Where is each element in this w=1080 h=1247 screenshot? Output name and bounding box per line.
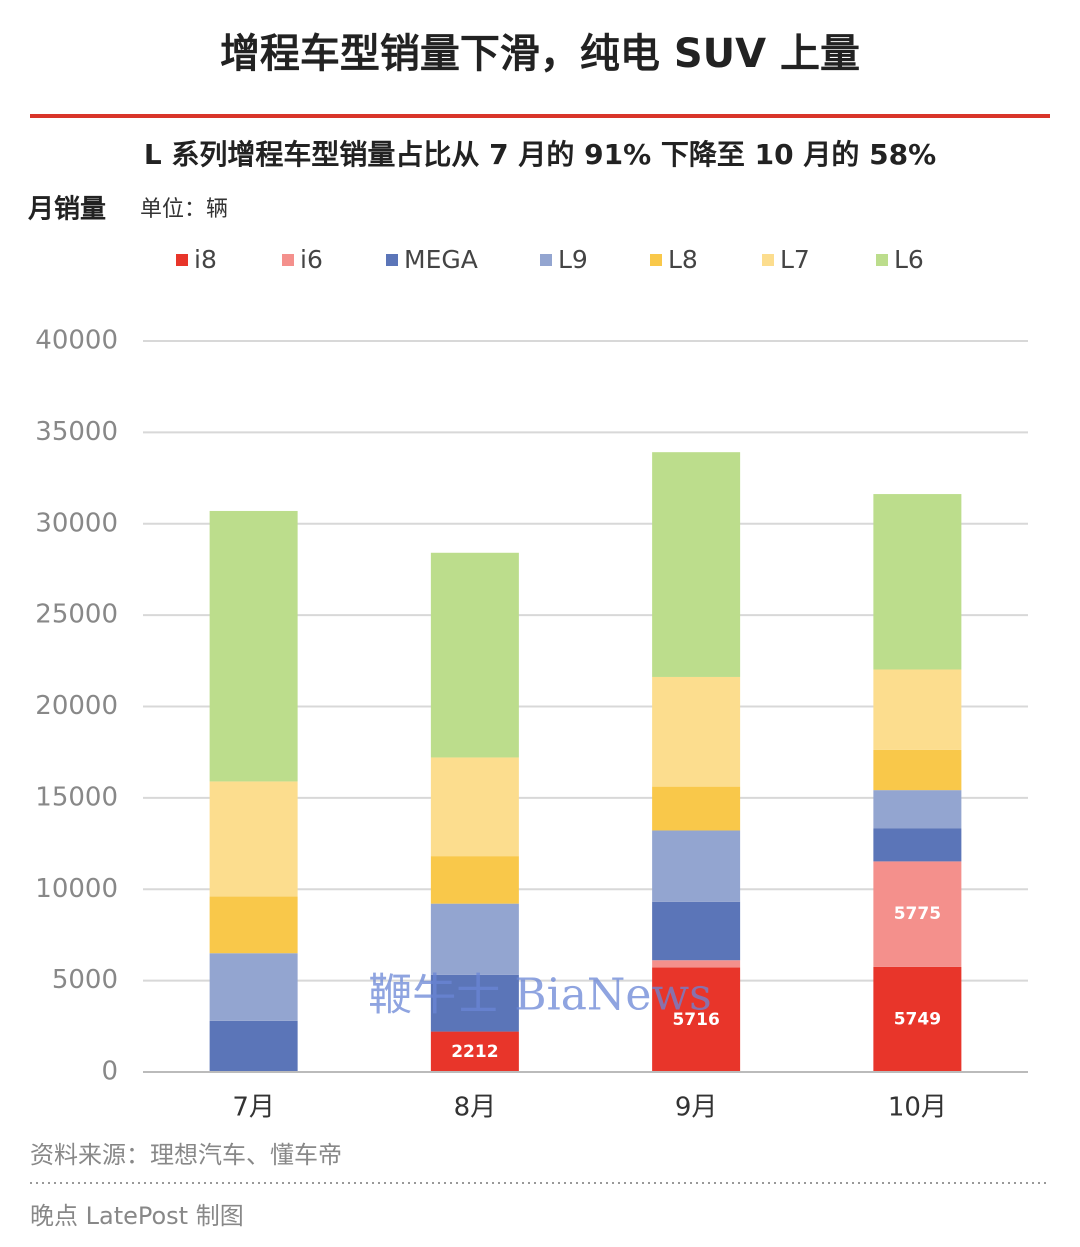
x-tick-label: 7月 [232,1093,275,1123]
data-label: 5775 [894,904,941,924]
legend-label: L8 [668,245,698,274]
bar-segment [209,896,298,954]
legend-swatch [762,254,774,266]
legend-swatch [176,254,188,266]
y-tick-label: 20000 [35,691,118,721]
x-tick-label: 9月 [675,1093,718,1123]
y-tick-label: 40000 [35,326,118,356]
watermark: 鞭牛士 BiaNews [368,970,711,1021]
unit-label: 单位：辆 [140,197,228,222]
y-tick-label: 0 [101,1057,118,1087]
bar-segment [873,861,962,967]
y-label: 月销量 [27,195,106,225]
bar-segment [873,749,962,791]
legend-swatch [876,254,888,266]
data-label: 2212 [451,1042,498,1062]
bar-segment [652,830,741,902]
bar-segment [873,494,962,670]
bar-segment [652,452,741,677]
source: 资料来源：理想汽车、懂车帝 [30,1141,342,1169]
bar-segment [652,786,741,831]
legend-swatch [650,254,662,266]
subtitle: L 系列增程车型销量占比从 7 月的 91% 下降至 10 月的 58% [144,138,936,171]
credit: 晚点 LatePost 制图 [30,1202,244,1230]
legend-label: L9 [558,245,588,274]
bar-segment [873,828,962,862]
x-tick-label: 8月 [454,1093,497,1123]
x-tick-label: 10月 [888,1093,947,1123]
bar-segment [652,901,741,961]
bar-segment [652,960,741,968]
y-tick-label: 25000 [35,600,118,630]
bar-segment [430,1031,519,1072]
y-tick-label: 30000 [35,508,118,538]
legend-label: L7 [780,245,810,274]
bar-segment [209,510,298,782]
bar-segment [430,974,519,1032]
legend-label: i8 [194,245,217,274]
y-tick-label: 5000 [52,965,118,995]
bar-segment [652,676,741,787]
y-tick-label: 35000 [35,417,118,447]
bar-segment [209,1020,298,1072]
bar-segment [430,903,519,975]
bar-segment [652,967,741,1072]
bar-segment [430,856,519,904]
bar-segment [873,966,962,1072]
data-label: 5716 [672,1010,719,1030]
legend-label: L6 [894,245,924,274]
chart-title: 增程车型销量下滑，纯电 SUV 上量 [220,31,860,77]
y-tick-label: 10000 [35,874,118,904]
bar-segment [209,781,298,897]
legend-label: i6 [300,245,323,274]
legend-swatch [282,254,294,266]
y-tick-label: 15000 [35,782,118,812]
bar-segment [430,552,519,758]
data-label: 5749 [894,1009,941,1029]
legend-swatch [540,254,552,266]
legend-label: MEGA [404,245,478,274]
bar-segment [430,757,519,857]
bar-segment [873,790,962,829]
bar-segment [873,669,962,750]
bar-segment [209,953,298,1021]
legend-swatch [386,254,398,266]
